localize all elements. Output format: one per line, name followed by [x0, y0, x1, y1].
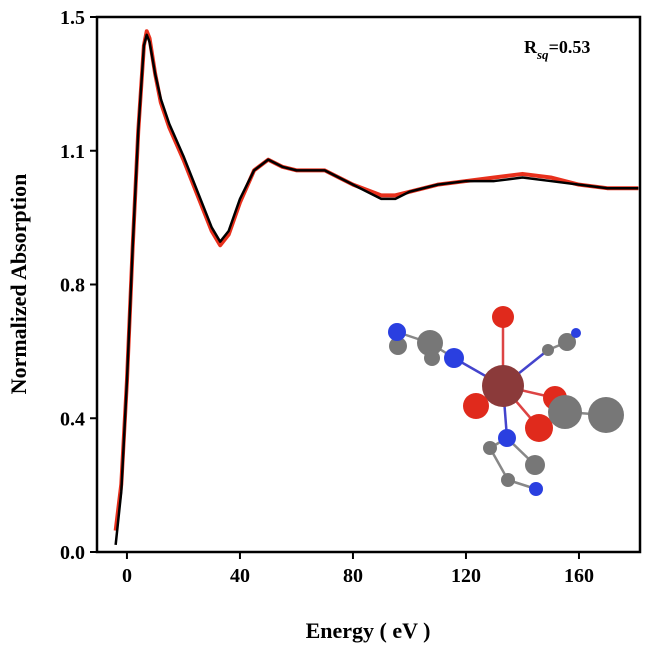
- series-line: [113, 29, 639, 531]
- y-tick-label: 1.5: [60, 7, 85, 29]
- annotation-suffix: =0.53: [549, 37, 591, 57]
- y-tick-label: 0.8: [60, 275, 85, 297]
- y-tick-label: 1.1: [60, 141, 85, 163]
- x-tick-label: 120: [451, 565, 481, 587]
- y-axis-label: Normalized Absorption: [6, 174, 31, 395]
- x-tick-label: 80: [343, 565, 363, 587]
- series-line: [114, 33, 639, 545]
- molecule-illustration: [388, 306, 624, 496]
- annotation-main: R: [524, 37, 538, 57]
- y-tick-label: 0.4: [60, 408, 85, 430]
- x-tick-label: 0: [122, 565, 132, 587]
- annotation: Rsq=0.53: [524, 37, 590, 62]
- x-tick-label: 40: [230, 565, 250, 587]
- x-tick-label: 160: [564, 565, 594, 587]
- annotation-sub: sq: [536, 47, 549, 62]
- plot-frame: [95, 15, 642, 554]
- y-tick-label: 0.0: [60, 542, 85, 564]
- x-axis-label: Energy ( eV ): [306, 618, 431, 643]
